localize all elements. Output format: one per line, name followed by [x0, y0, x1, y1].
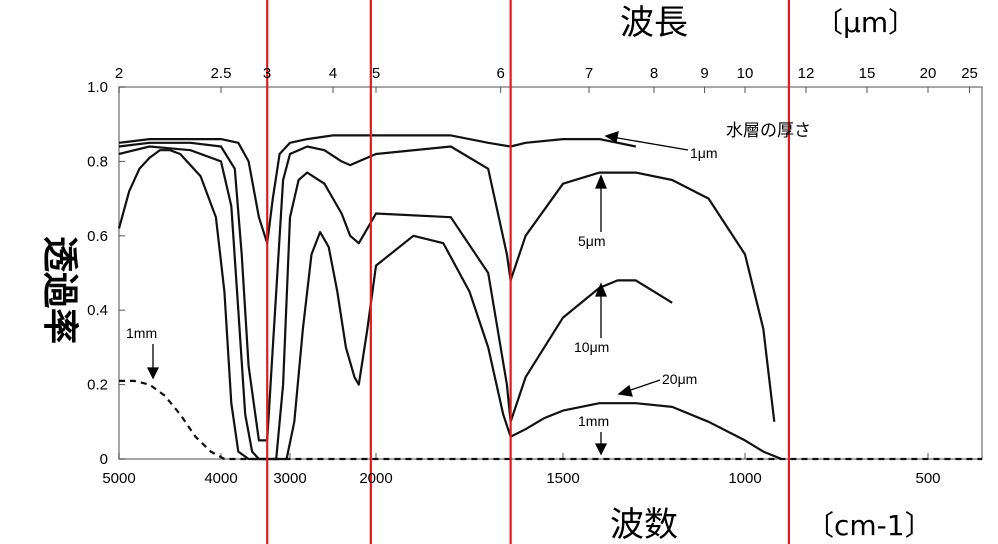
annotation-5um: 5μm: [578, 233, 606, 249]
plot-frame: [118, 86, 983, 460]
top-tick-label-2.5: 2.5: [211, 65, 232, 82]
arrow-1um-head: [604, 131, 619, 144]
annotation-1um: 1μm: [690, 145, 718, 161]
series-line-1μm: [118, 134, 637, 245]
arrow-20um-head: [617, 384, 633, 397]
bottom-axis-unit: 〔cm-1〕: [806, 509, 933, 542]
top-tick-label-8: 8: [650, 65, 658, 82]
annotation-1mm-right: 1mm: [578, 413, 609, 429]
top-tick-label-2: 2: [115, 65, 123, 82]
top-tick-label-9: 9: [700, 65, 708, 82]
y-tick-label-0.4: 0.4: [87, 302, 108, 319]
x-tick-label-1500: 1500: [546, 470, 579, 487]
y-tick-label-0.2: 0.2: [87, 377, 108, 394]
arrow-5um-head: [595, 174, 607, 189]
annotation-1mm-left: 1mm: [126, 325, 157, 341]
x-tick-label-500: 500: [915, 470, 940, 487]
x-tick-label-3000: 3000: [273, 470, 306, 487]
x-tick-label-2000: 2000: [359, 470, 392, 487]
top-tick-label-7: 7: [585, 65, 593, 82]
arrow-1um: [611, 136, 689, 151]
tick-labels: 5000 4000 3000 2000 1500 1000 500 2 2.5 3 4 5 6 7 8 9 10…: [87, 65, 978, 487]
y-tick-label-0.8: 0.8: [87, 153, 108, 170]
top-tick-label-15: 15: [859, 65, 876, 82]
top-tick-label-25: 25: [961, 65, 978, 82]
arrow-1mm-right-head: [594, 443, 608, 456]
arrow-1mm-left-head: [146, 367, 160, 380]
legend-title: 水層の厚さ: [726, 121, 811, 141]
top-tick-label-3: 3: [263, 65, 271, 82]
bottom-axis-title: 波数: [610, 505, 678, 544]
arrow-10um-head: [595, 282, 607, 297]
top-tick-label-5: 5: [372, 65, 380, 82]
series-line-5μm: [118, 141, 776, 442]
series-line-10μm: [118, 145, 673, 461]
annotation-20um: 20μm: [662, 371, 697, 387]
x-tick-label-5000: 5000: [102, 470, 135, 487]
red-marker-lines: [266, 0, 791, 544]
y-axis-label: 透過率: [39, 236, 80, 344]
annotation-arrows: [146, 131, 689, 456]
top-tick-label-20: 20: [920, 65, 937, 82]
top-tick-label-6: 6: [496, 65, 504, 82]
series-line-20μm: [117, 149, 783, 461]
top-tick-label-4: 4: [329, 65, 337, 82]
y-tick-label-0.6: 0.6: [87, 228, 108, 245]
tick-marks: [118, 86, 971, 460]
top-axis-unit: 〔μm〕: [815, 6, 916, 39]
y-tick-label-1.0: 1.0: [87, 79, 108, 96]
top-tick-label-12: 12: [798, 65, 815, 82]
x-tick-label-4000: 4000: [204, 470, 237, 487]
x-tick-label-1000: 1000: [728, 470, 761, 487]
top-tick-label-10: 10: [737, 65, 754, 82]
series-line-1mm: [119, 379, 982, 461]
y-tick-label-0: 0: [100, 451, 108, 468]
curves: [117, 134, 982, 461]
annotation-10um: 10μm: [574, 339, 609, 355]
top-axis-title: 波長: [620, 3, 688, 43]
